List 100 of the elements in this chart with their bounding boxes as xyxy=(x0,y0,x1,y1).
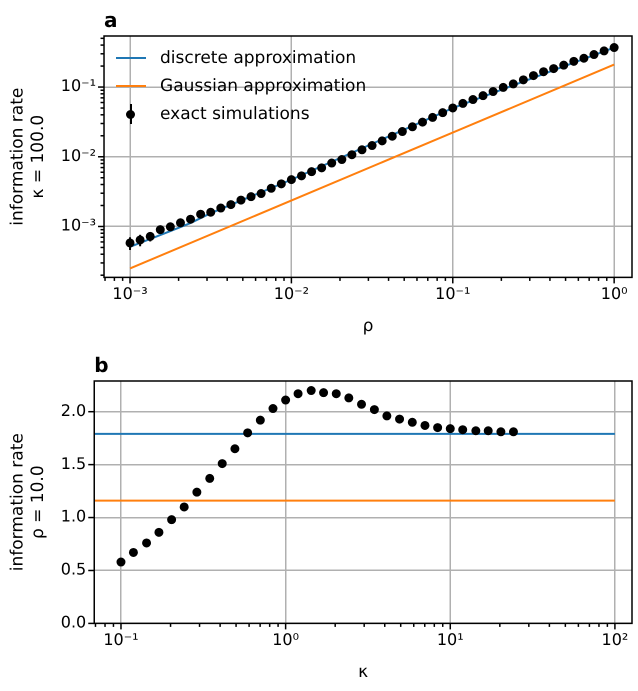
point xyxy=(559,60,568,70)
point xyxy=(610,43,619,52)
point xyxy=(167,515,176,524)
point xyxy=(154,528,164,537)
point xyxy=(484,426,493,436)
point xyxy=(438,108,448,118)
point xyxy=(196,210,206,219)
point xyxy=(458,98,468,108)
point xyxy=(306,386,316,396)
point xyxy=(246,192,256,202)
point xyxy=(230,444,240,454)
point xyxy=(468,95,478,104)
x-axis-title: κ xyxy=(358,662,368,682)
point xyxy=(344,393,354,402)
point xyxy=(488,87,498,96)
point xyxy=(236,196,246,205)
point xyxy=(116,558,126,567)
x-tick-label: 10¹ xyxy=(436,630,464,650)
chart-title: b xyxy=(94,353,109,378)
x-tick-label: 10⁻¹ xyxy=(435,284,470,304)
y-axis-title: information rate κ = 100.0 xyxy=(8,88,48,226)
point xyxy=(256,189,266,198)
point xyxy=(319,388,328,398)
point xyxy=(266,184,276,193)
point xyxy=(268,404,278,414)
point xyxy=(398,127,407,136)
point xyxy=(192,488,202,497)
point xyxy=(428,112,438,122)
x-tick-label: 10⁻² xyxy=(274,284,310,304)
point xyxy=(337,155,346,164)
y-tick-label: 1.5 xyxy=(60,454,86,473)
point xyxy=(286,175,296,184)
legend-label: exact simulations xyxy=(160,103,310,126)
point xyxy=(186,214,196,224)
x-tick-label: 10⁻³ xyxy=(112,284,148,304)
point xyxy=(357,145,366,154)
x-tick-label: 10⁻¹ xyxy=(103,630,139,650)
point xyxy=(216,204,226,213)
y-tick-label: 0.0 xyxy=(60,612,86,632)
point xyxy=(357,400,366,409)
y-tick-label: 0.5 xyxy=(60,560,86,579)
point xyxy=(471,426,480,436)
point xyxy=(276,179,286,188)
y-axis-title: information rate ρ = 10.0 xyxy=(8,433,48,572)
chart-title: a xyxy=(104,8,118,32)
point xyxy=(539,67,548,76)
point xyxy=(478,91,488,100)
point xyxy=(508,427,518,436)
point xyxy=(205,474,214,483)
point xyxy=(458,425,468,434)
y-tick-label: 10⁻² xyxy=(60,146,96,165)
point xyxy=(281,396,290,405)
point xyxy=(496,427,506,436)
point xyxy=(498,82,508,92)
point xyxy=(408,122,417,132)
point xyxy=(528,71,538,80)
point xyxy=(508,79,518,88)
point xyxy=(395,414,404,424)
point xyxy=(294,389,303,398)
point xyxy=(446,424,455,434)
point xyxy=(332,389,341,398)
y-tick-label: 2.0 xyxy=(60,400,86,420)
point xyxy=(589,50,598,60)
point xyxy=(206,208,216,217)
point xyxy=(549,64,558,74)
point xyxy=(307,167,316,176)
point xyxy=(142,538,152,548)
point xyxy=(418,118,428,127)
point xyxy=(317,163,326,172)
point xyxy=(327,158,336,168)
point xyxy=(420,420,430,430)
x-tick-label: 10² xyxy=(602,630,628,650)
x-tick-label: 10⁰ xyxy=(600,284,628,304)
point xyxy=(378,136,387,146)
point xyxy=(166,222,175,232)
point xyxy=(347,150,356,160)
point xyxy=(368,141,377,150)
point xyxy=(518,75,528,84)
point xyxy=(382,411,392,420)
point xyxy=(408,418,417,427)
point xyxy=(579,54,588,63)
legend-label: Gaussian approximation xyxy=(160,75,366,98)
point xyxy=(180,502,189,512)
point xyxy=(226,200,236,210)
point xyxy=(256,416,265,425)
x-tick-label: 10⁰ xyxy=(272,630,300,650)
point xyxy=(600,46,609,56)
y-tick-label: 10⁻¹ xyxy=(60,76,96,96)
point xyxy=(448,103,458,112)
point xyxy=(297,171,306,180)
point xyxy=(370,405,379,414)
point xyxy=(128,548,138,557)
point xyxy=(433,423,442,432)
point xyxy=(218,459,227,468)
y-tick-label: 10⁻³ xyxy=(60,216,96,235)
point xyxy=(388,132,397,141)
point xyxy=(176,218,185,228)
legend-label: discrete approximation xyxy=(160,47,356,70)
x-axis-title: ρ xyxy=(362,316,374,336)
y-tick-label: 1.0 xyxy=(60,506,86,526)
